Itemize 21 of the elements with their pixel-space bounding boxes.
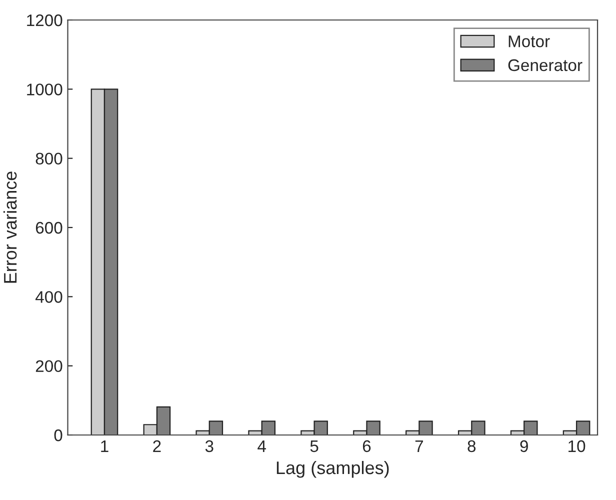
x-tick-label: 6 <box>362 440 371 452</box>
y-tick-label: 400 <box>35 291 62 303</box>
y-tick-label: 0 <box>54 429 62 442</box>
x-axis-title: Lag (samples) <box>276 460 389 478</box>
y-tick-label: 800 <box>36 152 62 165</box>
y-axis-title: Error variance <box>3 172 17 283</box>
y-tick-label: 200 <box>36 360 62 372</box>
x-tick-label: 7 <box>415 440 423 452</box>
x-tick-label: 8 <box>468 440 476 452</box>
legend-label: Motor <box>508 36 550 48</box>
y-tick-label: 600 <box>36 222 62 234</box>
x-tick-label: 2 <box>153 440 161 452</box>
x-tick-label: 9 <box>520 440 528 452</box>
legend-label: Generator <box>508 59 582 72</box>
y-tick-label: 1200 <box>27 14 62 26</box>
x-tick-label: 1 <box>101 440 108 452</box>
x-tick-label: 10 <box>568 440 586 452</box>
y-tick-label: 1000 <box>27 84 62 96</box>
x-tick-label: 4 <box>258 440 266 452</box>
x-tick-label: 3 <box>205 440 214 452</box>
x-tick-label: 5 <box>310 440 318 452</box>
